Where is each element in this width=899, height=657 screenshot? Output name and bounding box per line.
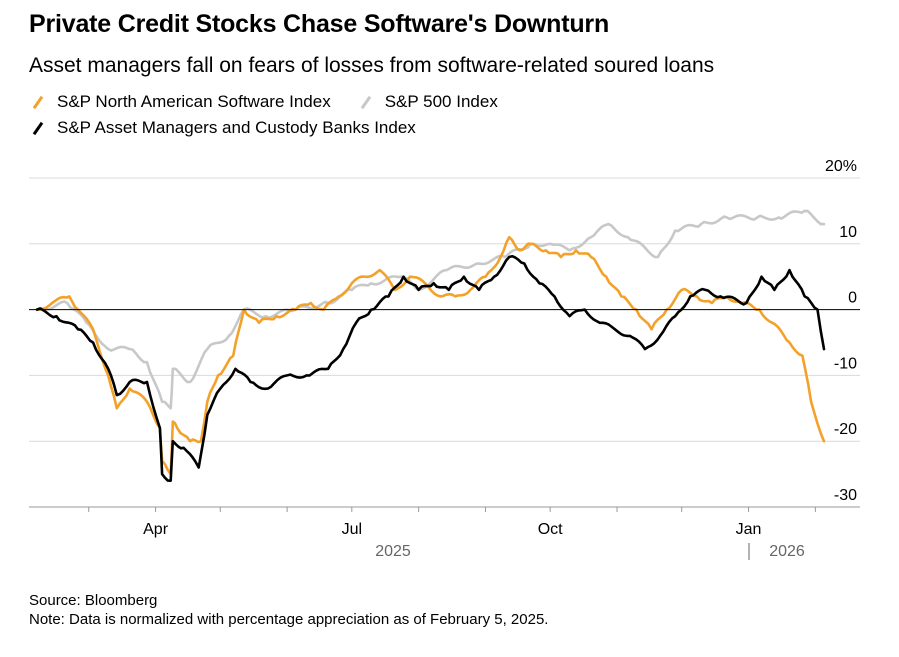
x-tick-label: Apr (143, 521, 169, 538)
series-line-asset-managers (35, 254, 826, 482)
legend-item-asset-managers: S&P Asset Managers and Custody Banks Ind… (29, 118, 416, 138)
legend-row-2: S&P Asset Managers and Custody Banks Ind… (29, 118, 442, 138)
year-label: 2025 (375, 543, 411, 560)
chart-title: Private Credit Stocks Chase Software's D… (29, 10, 610, 38)
legend-swatch-asset-managers (32, 121, 44, 135)
y-tick-label: 0 (848, 290, 857, 307)
legend-row-1: S&P North American Software Index S&P 50… (29, 92, 524, 112)
x-tick-label: Jul (342, 521, 362, 538)
series-line-software (35, 235, 826, 476)
y-tick-label: 10 (839, 224, 857, 241)
legend-swatch-software (32, 95, 44, 109)
y-tick-label: 20% (825, 158, 857, 175)
x-tick-label: Oct (538, 521, 563, 538)
legend-swatch-sp500 (360, 95, 371, 109)
source-note: Source: Bloomberg (29, 592, 158, 609)
y-tick-label: -30 (834, 487, 857, 504)
legend-label-software: S&P North American Software Index (57, 92, 331, 111)
data-note: Note: Data is normalized with percentage… (29, 611, 549, 628)
y-tick-label: -10 (834, 355, 857, 372)
legend-label-asset-managers: S&P Asset Managers and Custody Banks Ind… (57, 118, 416, 137)
legend-label-sp500: S&P 500 Index (384, 92, 498, 111)
legend-item-sp500: S&P 500 Index (357, 92, 498, 112)
year-label: 2026 (769, 543, 805, 560)
y-tick-label: -20 (834, 421, 857, 438)
legend-item-software: S&P North American Software Index (29, 92, 331, 112)
chart-subtitle: Asset managers fall on fears of losses f… (29, 54, 715, 77)
x-tick-label: Jan (736, 521, 762, 538)
line-chart: 20% 10 0 -10 -20 -30 Apr Jul Oct Jan 2025 2026 (29, 158, 860, 560)
